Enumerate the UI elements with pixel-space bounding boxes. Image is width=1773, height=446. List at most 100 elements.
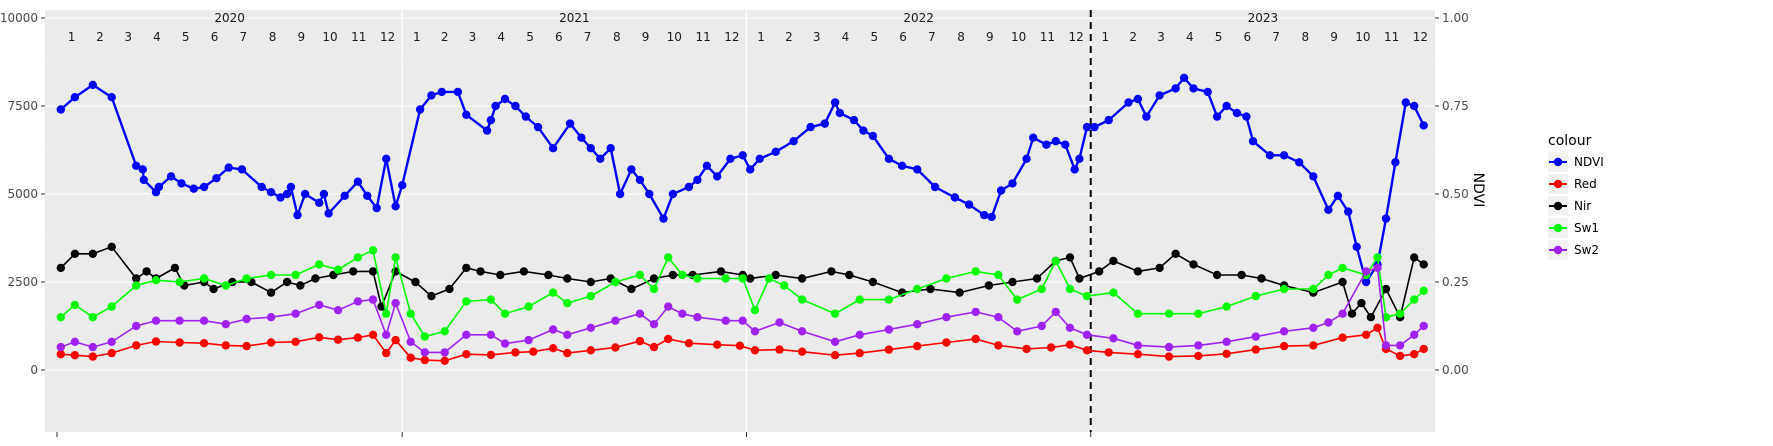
data-point-sw1 xyxy=(635,270,645,280)
data-point-sw1 xyxy=(406,309,415,318)
data-point-sw2 xyxy=(486,330,496,339)
data-point-sw2 xyxy=(678,309,687,318)
data-point-red xyxy=(994,341,1003,350)
data-point-sw2 xyxy=(635,309,645,318)
data-point-nir xyxy=(1347,309,1357,318)
data-point-sw2 xyxy=(1361,267,1371,276)
data-point-sw2 xyxy=(721,316,730,325)
data-point-sw2 xyxy=(942,313,951,322)
data-point-sw1 xyxy=(1410,295,1419,304)
data-point-ndvi xyxy=(415,105,425,114)
data-point-sw2 xyxy=(175,316,184,325)
data-point-nir xyxy=(1171,249,1180,258)
data-point-ndvi xyxy=(88,80,98,90)
data-point-sw1 xyxy=(994,270,1003,280)
data-point-sw1 xyxy=(1338,263,1347,273)
data-point-ndvi xyxy=(1042,140,1051,149)
data-point-nir xyxy=(845,270,854,280)
month-label: 10 xyxy=(322,30,337,44)
data-point-ndvi xyxy=(1203,87,1212,97)
month-label: 6 xyxy=(899,30,907,44)
data-point-ndvi xyxy=(391,202,400,211)
left-axis-tick-label: 2500 xyxy=(7,275,38,289)
data-point-nir xyxy=(368,267,378,276)
data-point-ndvi xyxy=(500,94,510,104)
data-point-ndvi xyxy=(1090,122,1099,132)
data-point-ndvi xyxy=(565,119,575,128)
month-label: 3 xyxy=(1157,30,1165,44)
data-point-nir xyxy=(1257,274,1266,283)
data-point-sw1 xyxy=(242,274,251,283)
data-point-ndvi xyxy=(1248,137,1258,146)
data-point-nir xyxy=(1109,256,1118,266)
data-point-ndvi xyxy=(1142,112,1151,121)
data-point-ndvi xyxy=(1189,84,1198,93)
data-point-sw2 xyxy=(333,306,343,315)
data-point-ndvi xyxy=(1419,121,1428,130)
month-label: 12 xyxy=(1413,30,1428,44)
data-point-ndvi xyxy=(1155,91,1164,100)
data-point-ndvi xyxy=(548,144,558,153)
right-axis-title: NDVI xyxy=(1470,173,1486,208)
data-point-ndvi xyxy=(577,133,586,142)
series-line-red xyxy=(60,326,1425,362)
month-label: 7 xyxy=(239,30,247,44)
data-point-sw1 xyxy=(913,284,922,294)
data-point-sw1 xyxy=(1222,302,1231,311)
data-point-ndvi xyxy=(1212,112,1222,121)
data-point-red xyxy=(486,350,496,360)
data-point-nir xyxy=(1095,267,1104,276)
data-point-nir xyxy=(1065,253,1075,262)
month-label: 9 xyxy=(986,30,994,44)
series-line-sw1 xyxy=(60,249,1425,338)
data-point-nir xyxy=(827,267,836,276)
series-ndvi xyxy=(56,73,1428,287)
data-point-sw1 xyxy=(664,253,673,262)
data-point-nir xyxy=(70,249,80,258)
data-point-nir xyxy=(586,277,595,287)
right-axis-tick-label: 0.50 xyxy=(1442,187,1469,201)
data-point-red xyxy=(368,330,378,339)
data-point-sw1 xyxy=(649,284,659,294)
data-point-ndvi xyxy=(746,165,755,174)
data-point-sw1 xyxy=(199,274,209,283)
data-point-sw1 xyxy=(500,309,510,318)
data-point-nir xyxy=(132,274,141,283)
legend-label: Red xyxy=(1574,177,1597,191)
data-point-red xyxy=(1410,350,1419,359)
data-point-red xyxy=(1022,344,1031,354)
data-point-red xyxy=(1361,330,1371,339)
data-point-red xyxy=(391,335,400,345)
data-point-nir xyxy=(266,288,276,297)
data-point-red xyxy=(1082,346,1092,355)
data-point-ndvi xyxy=(913,165,922,174)
data-point-red xyxy=(830,351,840,360)
data-point-nir xyxy=(1410,253,1419,262)
month-label: 3 xyxy=(124,30,132,44)
data-point-sw2 xyxy=(1222,337,1231,346)
data-point-sw2 xyxy=(420,348,429,357)
month-label: 5 xyxy=(182,30,190,44)
month-label: 10 xyxy=(1011,30,1026,44)
data-point-ndvi xyxy=(849,115,859,125)
right-axis-tick-label: 0.25 xyxy=(1442,275,1469,289)
data-point-sw1 xyxy=(420,332,429,341)
right-axis: 0.00 0.25 0.50 0.75 1.00 xyxy=(1435,11,1469,377)
series-layer xyxy=(56,73,1428,365)
legend-key-point xyxy=(1553,201,1563,211)
data-point-sw2 xyxy=(797,327,807,336)
data-point-sw2 xyxy=(368,295,378,304)
data-point-nir xyxy=(1338,277,1347,287)
data-point-ndvi xyxy=(693,175,702,185)
data-point-ndvi xyxy=(353,177,363,186)
month-label: 3 xyxy=(813,30,821,44)
data-point-ndvi xyxy=(1361,277,1371,287)
data-point-sw2 xyxy=(664,302,673,311)
data-point-ndvi xyxy=(1324,205,1333,214)
data-point-ndvi xyxy=(138,165,147,174)
month-label: 5 xyxy=(526,30,534,44)
data-point-sw2 xyxy=(56,342,65,352)
data-point-ndvi xyxy=(154,182,164,192)
data-point-red xyxy=(70,351,80,360)
data-point-ndvi xyxy=(224,163,233,172)
